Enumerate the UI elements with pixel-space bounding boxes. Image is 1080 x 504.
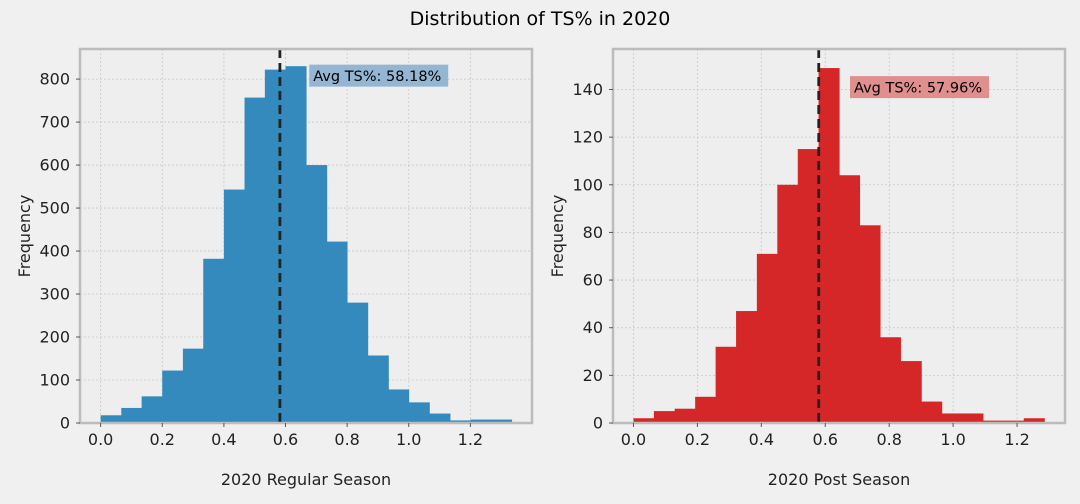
chart-1-bar-2: [674, 408, 696, 423]
chart-0-xtick-label-4: 0.8: [334, 430, 359, 449]
chart-0-ytick-label-1: 100: [39, 371, 70, 390]
chart-0-bar-15: [408, 402, 430, 423]
chart-1-ytick-label-5: 100: [572, 175, 603, 194]
chart-0-bar-11: [326, 241, 348, 423]
chart-0-xtick-label-1: 0.2: [150, 430, 175, 449]
chart-1-xtick-label-2: 0.4: [749, 430, 774, 449]
chart-1-ytick-label-2: 40: [583, 318, 603, 337]
chart-1-ytick-label-3: 60: [583, 271, 603, 290]
chart-0-ytick-label-8: 800: [39, 70, 70, 89]
chart-0-xtick-label-5: 1.0: [396, 430, 421, 449]
chart-0-ytick-label-2: 200: [39, 328, 70, 347]
chart-0-bar-19: [491, 419, 513, 423]
chart-1-bar-5: [736, 311, 758, 423]
chart-0-bar-14: [388, 389, 410, 423]
chart-0-frame: [78, 47, 534, 425]
chart-1-bar-16: [962, 413, 984, 423]
chart-1-ylabel: Frequency: [548, 195, 567, 278]
chart-0-xlabel: 2020 Regular Season: [221, 470, 391, 489]
chart-1-ytick-label-0: 0: [593, 414, 603, 433]
chart-1-ytick-label-4: 80: [583, 223, 603, 242]
chart-0-bar-8: [264, 69, 286, 423]
chart-1-bar-8: [797, 149, 819, 423]
chart-1-bar-12: [879, 337, 901, 423]
chart-1-bar-6: [756, 253, 778, 423]
chart-0-xtick-label-2: 0.4: [211, 430, 236, 449]
chart-0-bar-0: [100, 415, 122, 423]
chart-0-annotation-box: [309, 64, 449, 87]
chart-1-ytick-label-1: 20: [583, 366, 603, 385]
chart-1-bar-19: [1023, 418, 1045, 423]
chart-1-xtick-label-1: 0.2: [685, 430, 710, 449]
chart-0-ytick-label-7: 700: [39, 113, 70, 132]
chart-1-bar-4: [715, 346, 737, 423]
chart-1-xlabel: 2020 Post Season: [768, 470, 910, 489]
chart-0-ytick-label-4: 400: [39, 242, 70, 261]
chart-1-bar-0: [633, 418, 655, 423]
figure-title: Distribution of TS% in 2020: [410, 8, 671, 30]
chart-1-annotation-box: [850, 76, 990, 99]
post-season-histogram: Avg TS%: 57.96% 0.0 0.2 0.4 0.6 0.8 1.0 1.2 0 20 4…: [548, 47, 1067, 489]
chart-1-bar-15: [941, 413, 963, 423]
chart-1-frame: [611, 47, 1067, 425]
chart-0-xtick-label-0: 0.0: [88, 430, 113, 449]
chart-1-bar-11: [859, 225, 881, 423]
chart-1-ytick-label-6: 120: [572, 128, 603, 147]
chart-1-annotation-text: Avg TS%: 57.96%: [854, 81, 982, 97]
chart-1-bar-7: [777, 184, 799, 423]
chart-0-bar-10: [306, 165, 328, 423]
chart-1-bar-9: [818, 68, 840, 424]
chart-1-xtick-label-4: 0.8: [876, 430, 901, 449]
chart-1-xtick-label-5: 1.0: [940, 430, 965, 449]
chart-0-annotation-text: Avg TS%: 58.18%: [313, 69, 441, 85]
chart-1-bar-3: [695, 396, 717, 423]
chart-0-bar-6: [223, 189, 245, 423]
chart-1-xtick-label-6: 1.2: [1004, 430, 1029, 449]
chart-0-bar-18: [470, 419, 492, 423]
chart-0-ylabel: Frequency: [15, 195, 34, 278]
chart-0-bar-12: [347, 302, 369, 423]
chart-0-ytick-label-6: 600: [39, 156, 70, 175]
chart-0-ytick-label-3: 300: [39, 285, 70, 304]
chart-0-bar-9: [285, 66, 307, 423]
chart-0-ytick-label-0: 0: [60, 414, 70, 433]
chart-0-bar-17: [449, 420, 471, 423]
chart-1-bar-10: [839, 175, 861, 423]
chart-0-bar-16: [429, 413, 451, 423]
chart-0-xtick-label-3: 0.6: [273, 430, 298, 449]
chart-1-ytick-label-7: 140: [572, 80, 603, 99]
chart-0-bar-3: [162, 370, 184, 423]
chart-1-bar-1: [653, 411, 675, 423]
chart-0-xtick-label-6: 1.2: [458, 430, 483, 449]
chart-1-xtick-label-0: 0.0: [621, 430, 646, 449]
chart-0-bar-7: [244, 97, 266, 423]
chart-0-bar-4: [182, 348, 204, 423]
chart-0-bar-13: [367, 355, 389, 423]
chart-1-bar-14: [921, 401, 943, 423]
regular-season-histogram: Avg TS%: 58.18% 0.0 0.2 0.4 0.6 0.8 1.0 1.2 0 100…: [15, 47, 534, 489]
chart-0-bar-2: [141, 396, 163, 423]
chart-1-bar-13: [900, 361, 922, 423]
chart-0-bar-1: [121, 407, 143, 423]
chart-1-xtick-label-3: 0.6: [813, 430, 838, 449]
chart-0-bar-5: [203, 258, 225, 423]
chart-0-ytick-label-5: 500: [39, 199, 70, 218]
